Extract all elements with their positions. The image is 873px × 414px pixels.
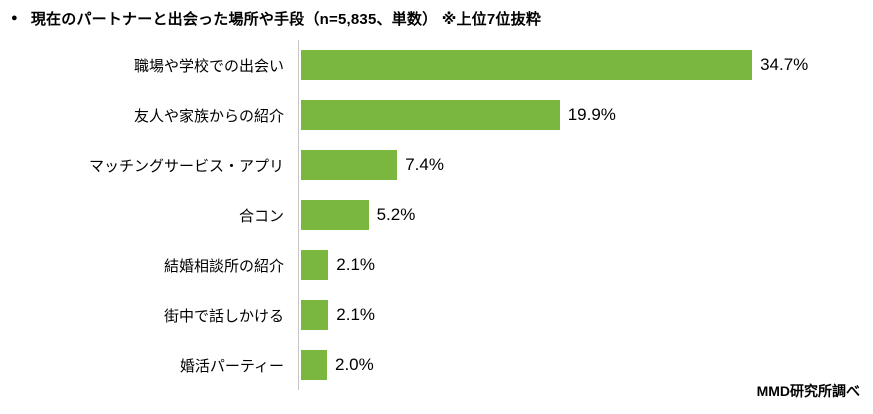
bar-area: 2.1% bbox=[298, 290, 873, 340]
chart-title-text: 現在のパートナーと出会った場所や手段（n=5,835、単数） ※上位7位抜粋 bbox=[30, 11, 542, 28]
bar-row: 合コン 5.2% bbox=[0, 190, 873, 240]
bar-row: 街中で話しかける 2.1% bbox=[0, 290, 873, 340]
category-label: 結婚相談所の紹介 bbox=[163, 257, 284, 275]
bar bbox=[301, 100, 560, 130]
category-label: 合コン bbox=[238, 207, 284, 225]
value-label: 2.0% bbox=[335, 355, 374, 374]
bar-area: 5.2% bbox=[298, 190, 873, 240]
bar-chart: 職場や学校での出会い 34.7% 友人や家族からの紹介 19.9% マッチングサ… bbox=[0, 40, 873, 390]
category-label: 職場や学校での出会い bbox=[133, 57, 284, 75]
category-label: 婚活パーティー bbox=[179, 357, 284, 375]
value-label: 2.1% bbox=[336, 305, 376, 324]
bar-area: 7.4% bbox=[298, 140, 873, 190]
value-label: 34.7% bbox=[760, 55, 809, 74]
category-label: マッチングサービス・アプリ bbox=[88, 157, 284, 175]
bar bbox=[301, 350, 327, 380]
bar-area: 19.9% bbox=[298, 90, 873, 140]
bar-row: 友人や家族からの紹介 19.9% bbox=[0, 90, 873, 140]
bar-area: 2.1% bbox=[298, 240, 873, 290]
bar-row: マッチングサービス・アプリ 7.4% bbox=[0, 140, 873, 190]
bar bbox=[301, 200, 369, 230]
bar bbox=[301, 150, 398, 180]
value-label: 2.1% bbox=[336, 255, 376, 274]
category-label: 友人や家族からの紹介 bbox=[133, 107, 284, 125]
bar bbox=[301, 300, 329, 330]
bar-row: 職場や学校での出会い 34.7% bbox=[0, 40, 873, 90]
bar-row: 結婚相談所の紹介 2.1% bbox=[0, 240, 873, 290]
value-label: 7.4% bbox=[405, 155, 444, 174]
bar-row: 婚活パーティー 2.0% bbox=[0, 340, 873, 390]
chart-title: ● 現在のパートナーと出会った場所や手段（n=5,835、単数） ※上位7位抜粋 bbox=[11, 8, 541, 29]
source-credit: MMD研究所調べ bbox=[756, 383, 860, 399]
category-label: 街中で話しかける bbox=[163, 307, 284, 325]
bar-area: 2.0% bbox=[298, 340, 873, 390]
value-label: 19.9% bbox=[567, 105, 616, 124]
bar bbox=[301, 250, 329, 280]
bar-area: 34.7% bbox=[298, 40, 873, 90]
bullet-icon: ● bbox=[11, 12, 18, 24]
bar bbox=[301, 50, 753, 80]
value-label: 5.2% bbox=[376, 205, 416, 224]
